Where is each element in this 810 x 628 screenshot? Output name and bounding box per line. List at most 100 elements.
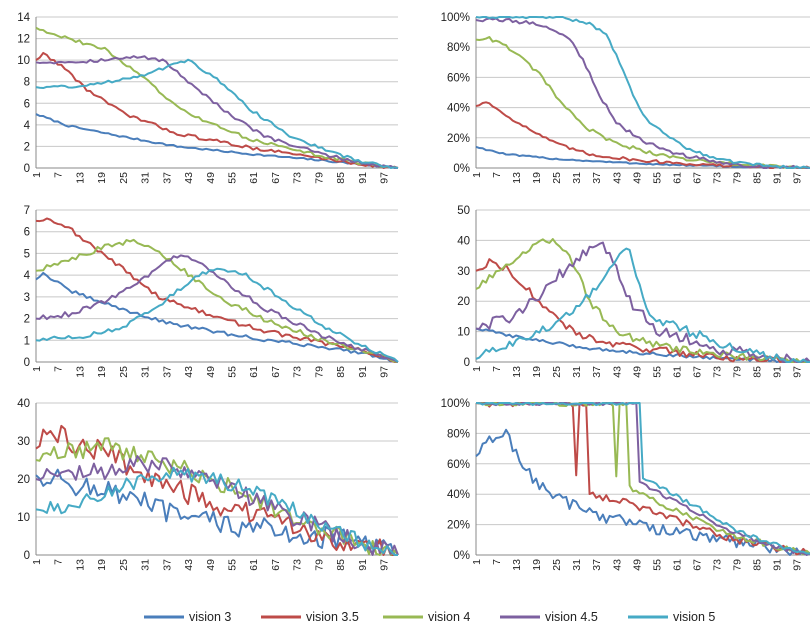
y-tick-label: 0 — [24, 550, 30, 562]
x-tick-label: 79 — [732, 559, 744, 571]
series-line-vision-3-5 — [35, 424, 398, 556]
x-tick-label: 55 — [651, 366, 663, 378]
x-tick-label: 19 — [531, 559, 543, 571]
x-tick-label: 61 — [671, 559, 683, 571]
series-line-vision-4-5 — [475, 241, 810, 363]
series-line-vision-4-5 — [35, 55, 398, 169]
x-tick-label: 7 — [491, 366, 503, 372]
legend-label: vision 3 — [189, 610, 231, 624]
x-tick-label: 97 — [379, 366, 391, 378]
y-tick-label: 0% — [453, 550, 470, 562]
x-tick-label: 73 — [711, 366, 723, 378]
x-tick-label: 61 — [248, 172, 260, 184]
y-tick-label: 80% — [447, 428, 470, 440]
x-tick-label: 1 — [471, 172, 483, 178]
y-tick-label: 12 — [17, 34, 30, 46]
x-tick-label: 67 — [691, 172, 703, 184]
x-tick-label: 67 — [270, 559, 282, 571]
x-tick-label: 73 — [292, 172, 304, 184]
x-tick-label: 25 — [551, 559, 563, 571]
legend-item: vision 5 — [628, 610, 715, 624]
x-tick-label: 91 — [357, 559, 369, 571]
y-tick-label: 40 — [17, 398, 30, 410]
x-tick-label: 97 — [379, 559, 391, 571]
x-tick-label: 31 — [140, 172, 152, 184]
series-line-vision-4 — [475, 238, 810, 363]
y-tick-label: 0% — [453, 163, 470, 175]
x-tick-label: 19 — [531, 172, 543, 184]
x-tick-label: 31 — [571, 559, 583, 571]
series-line-vision-3-5 — [475, 101, 810, 169]
y-tick-label: 2 — [24, 314, 30, 326]
x-tick-label: 25 — [551, 172, 563, 184]
x-tick-label: 73 — [292, 559, 304, 571]
x-tick-label: 61 — [248, 366, 260, 378]
x-tick-label: 37 — [591, 172, 603, 184]
x-tick-label: 31 — [140, 559, 152, 571]
series-line-vision-4 — [35, 26, 398, 169]
y-tick-label: 0 — [24, 357, 30, 369]
x-tick-label: 43 — [611, 172, 623, 184]
x-tick-label: 25 — [118, 559, 130, 571]
y-tick-label: 4 — [24, 120, 31, 132]
chart-panel-5: 0 10 20 30 40 1 7 13 19 25 31 37 43 49 55 61 67 73 79 85 91 9… — [17, 398, 399, 571]
x-tick-label: 13 — [511, 366, 523, 378]
y-tick-label: 7 — [24, 205, 30, 217]
x-tick-label: 67 — [691, 559, 703, 571]
y-tick-label: 60% — [447, 459, 470, 471]
x-tick-label: 7 — [53, 559, 65, 565]
y-tick-label: 0 — [464, 357, 470, 369]
x-tick-label: 91 — [357, 366, 369, 378]
x-tick-label: 79 — [313, 172, 325, 184]
x-tick-label: 37 — [161, 559, 173, 571]
chart-panel-1: 0 2 4 6 8 10 12 14 1 7 13 19 25 31 37 43 49 55 61 67 73 79 85 9… — [17, 12, 399, 184]
x-tick-label: 31 — [571, 366, 583, 378]
x-tick-label: 49 — [631, 366, 643, 378]
series-line-vision-3-5 — [475, 258, 810, 363]
x-tick-label: 25 — [118, 172, 130, 184]
x-tick-label: 7 — [491, 559, 503, 565]
x-tick-label: 1 — [31, 172, 43, 178]
x-tick-label: 85 — [335, 172, 347, 184]
y-tick-label: 20 — [17, 474, 30, 486]
y-tick-label: 14 — [17, 12, 30, 24]
y-tick-label: 8 — [24, 77, 30, 89]
y-tick-label: 5 — [24, 248, 30, 260]
x-tick-label: 49 — [631, 172, 643, 184]
legend-label: vision 4.5 — [545, 610, 598, 624]
x-tick-label: 85 — [752, 559, 764, 571]
x-tick-label: 55 — [226, 559, 238, 571]
x-tick-label: 1 — [31, 559, 43, 565]
chart-panel-4: 0 10 20 30 40 50 1 7 13 19 25 31 37 43 49 55 61 67 73 79 85 9… — [457, 205, 810, 378]
legend-item: vision 4.5 — [500, 610, 598, 624]
series-line-vision-4-5 — [35, 455, 399, 556]
x-tick-label: 13 — [74, 172, 86, 184]
x-tick-label: 19 — [96, 559, 108, 571]
x-tick-label: 79 — [313, 366, 325, 378]
x-tick-label: 55 — [226, 172, 238, 184]
x-tick-label: 37 — [161, 172, 173, 184]
y-tick-label: 30 — [17, 436, 30, 448]
y-tick-label: 100% — [441, 398, 470, 410]
x-tick-label: 7 — [53, 172, 65, 178]
x-tick-label: 91 — [772, 172, 784, 184]
x-tick-label: 37 — [591, 559, 603, 571]
x-tick-label: 97 — [792, 366, 804, 378]
chart-panel-2: 0% 20% 40% 60% 80% 100% 1 7 13 19 25 31 37 43 49 55 61 67… — [441, 12, 810, 184]
y-tick-label: 30 — [457, 266, 470, 278]
x-tick-label: 61 — [671, 172, 683, 184]
y-tick-label: 2 — [24, 141, 30, 153]
legend-label: vision 4 — [428, 610, 470, 624]
y-tick-label: 0 — [24, 163, 30, 175]
x-tick-label: 61 — [671, 366, 683, 378]
x-tick-label: 1 — [471, 559, 483, 565]
series-line-vision-5 — [475, 16, 810, 169]
x-tick-label: 55 — [226, 366, 238, 378]
x-tick-label: 43 — [183, 172, 195, 184]
y-tick-label: 3 — [24, 292, 30, 304]
x-tick-label: 1 — [31, 366, 43, 372]
x-tick-label: 79 — [313, 559, 325, 571]
y-tick-label: 20 — [457, 296, 470, 308]
